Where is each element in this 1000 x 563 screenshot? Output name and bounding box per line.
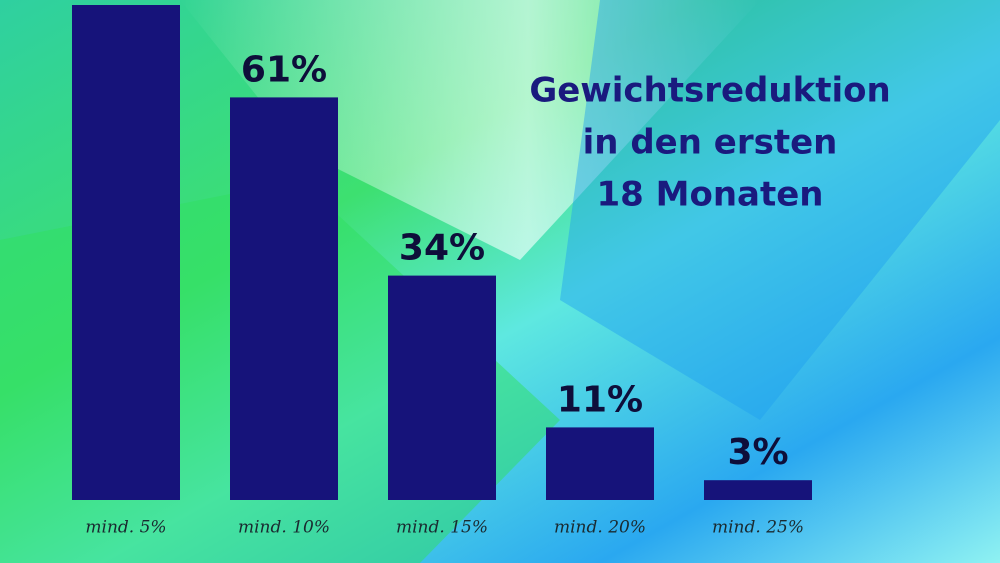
- background-light: [180, 0, 760, 260]
- x-tick-label: mind. 20%: [554, 518, 646, 538]
- x-tick-label: mind. 10%: [238, 518, 330, 538]
- background-shape: [560, 0, 1000, 420]
- value-label: 61%: [241, 49, 327, 90]
- value-label: 3%: [727, 432, 788, 473]
- x-tick-label: mind. 15%: [396, 518, 488, 538]
- value-label: 34%: [399, 228, 485, 269]
- bar: [546, 427, 654, 500]
- bar: [704, 480, 812, 500]
- bar: [72, 5, 180, 500]
- title-line: 18 Monaten: [596, 175, 823, 215]
- title-line: in den ersten: [583, 123, 838, 163]
- title-line: Gewichtsreduktion: [529, 71, 890, 111]
- bar: [230, 97, 338, 501]
- x-tick-label: mind. 5%: [85, 518, 166, 538]
- chart-title: Gewichtsreduktion in den ersten 18 Monaten: [529, 71, 890, 215]
- bar: [388, 275, 496, 500]
- x-tick-label: mind. 25%: [712, 518, 804, 538]
- value-label: 11%: [557, 379, 643, 420]
